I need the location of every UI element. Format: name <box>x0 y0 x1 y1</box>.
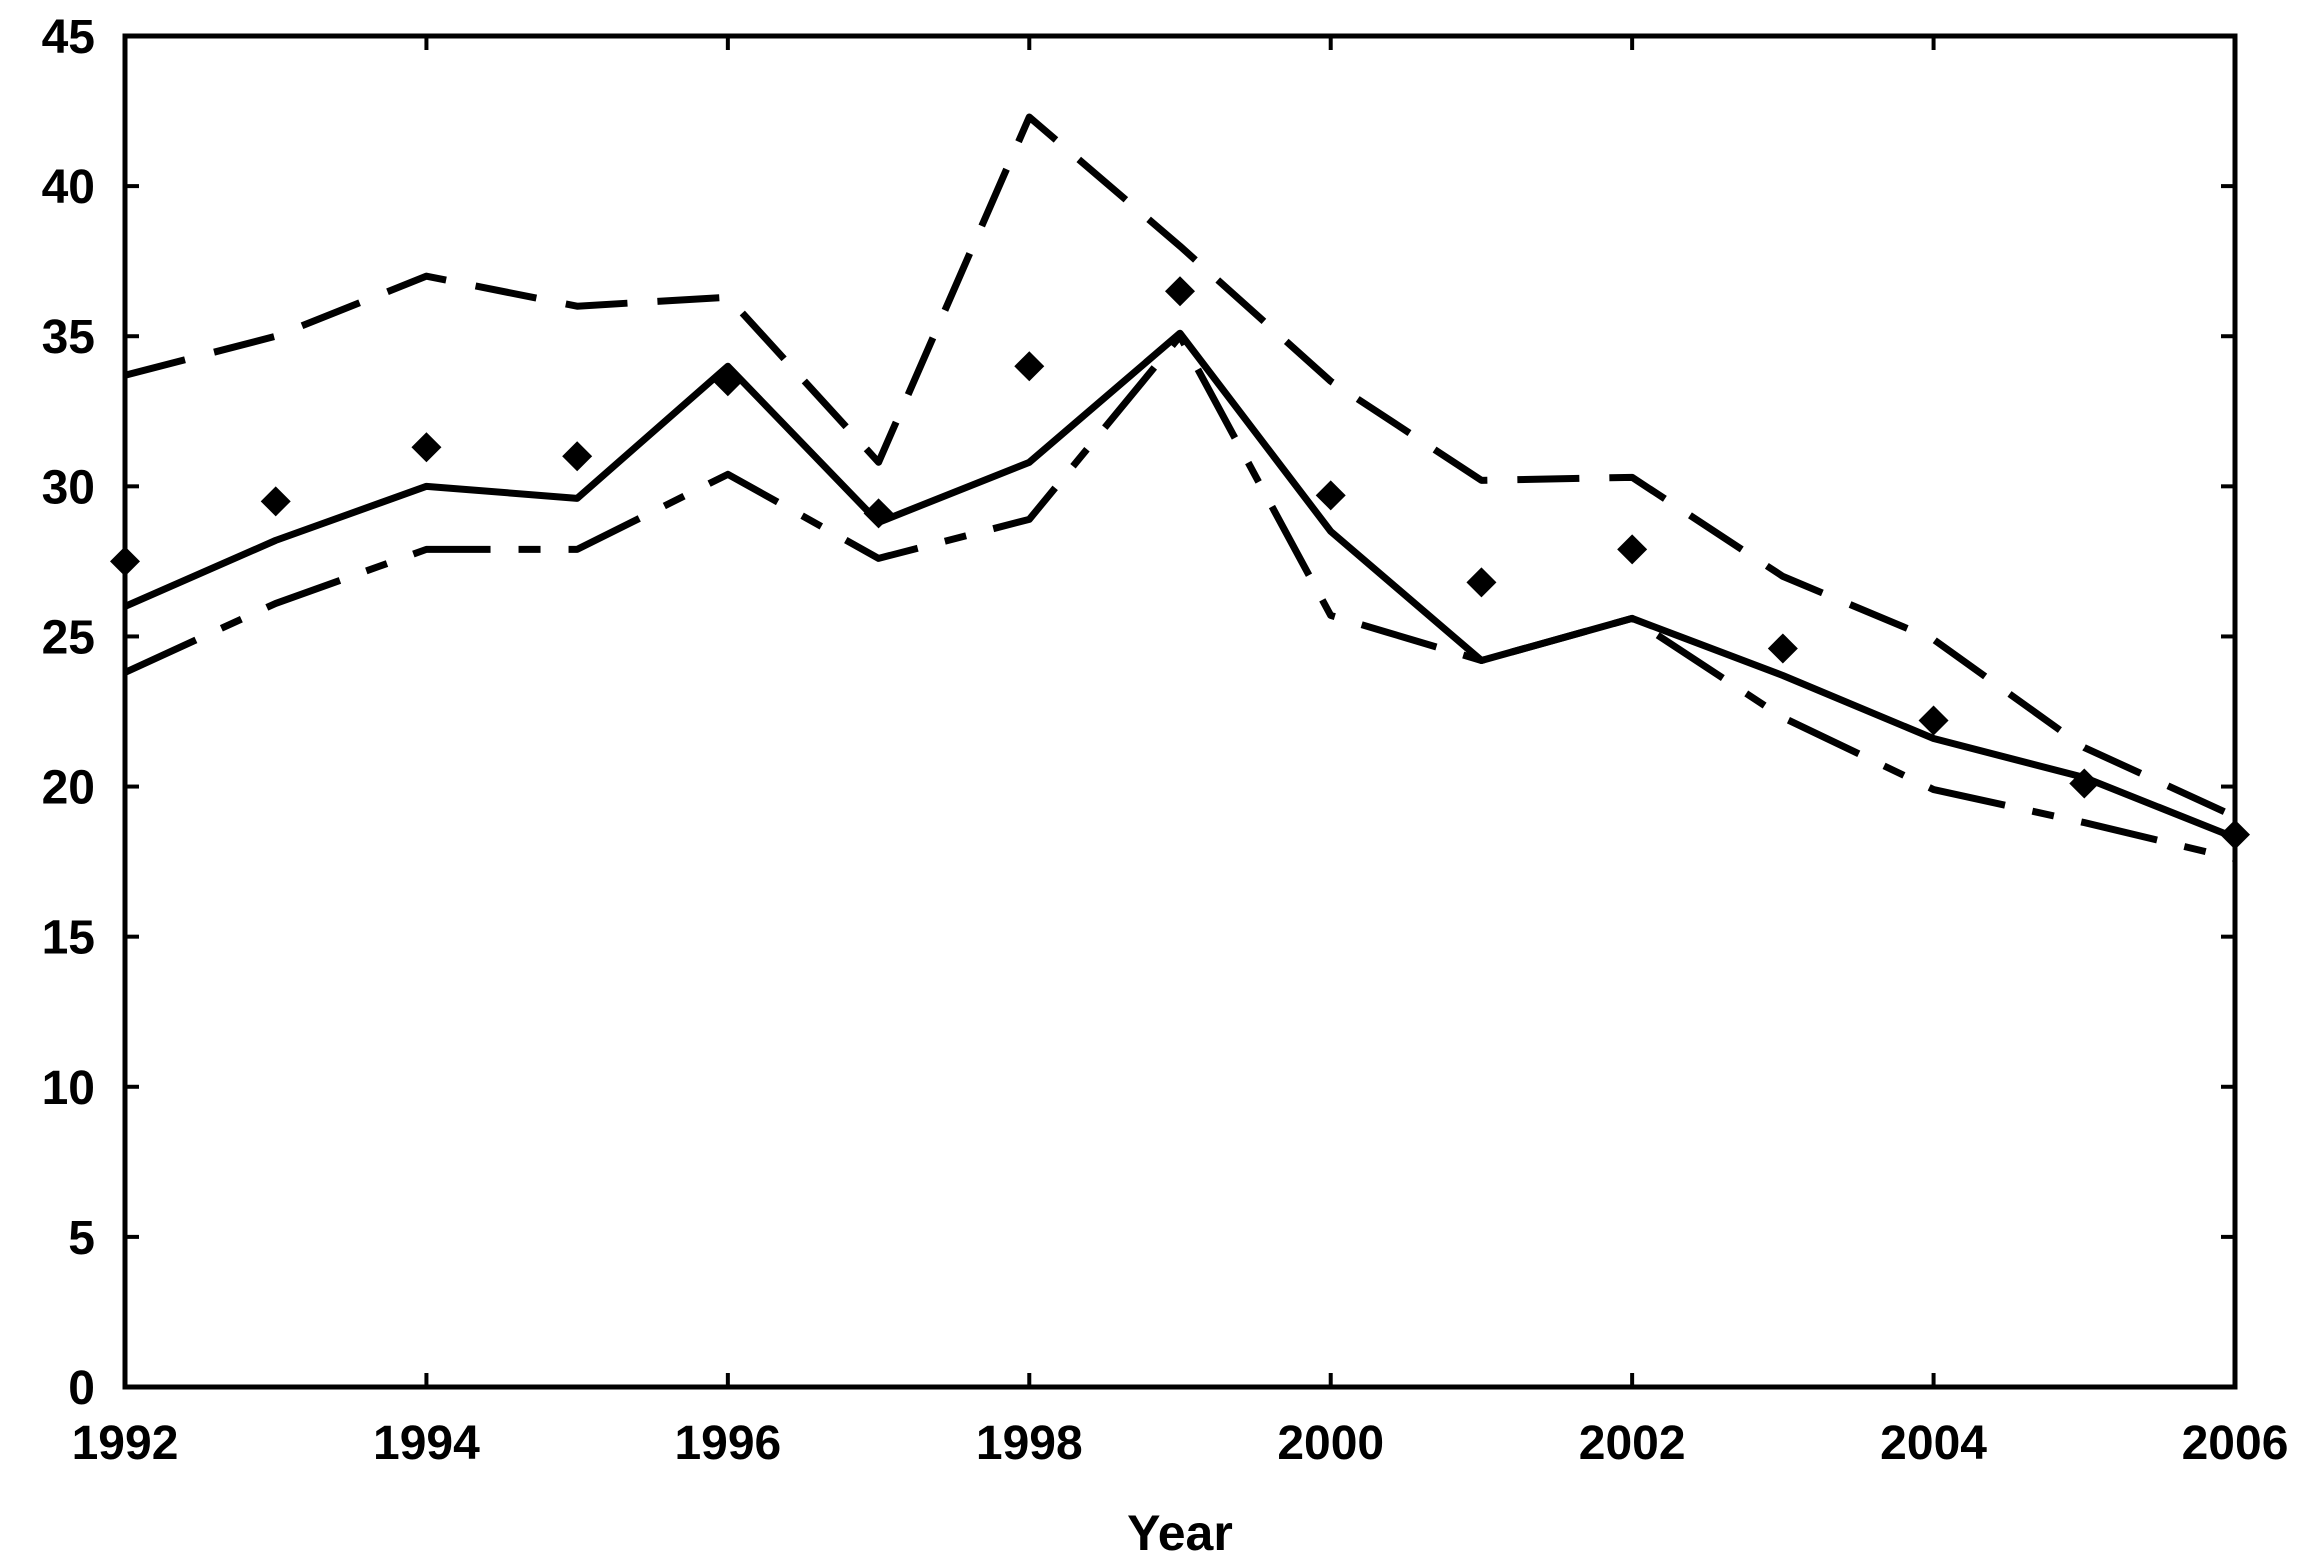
diamond-marker <box>260 486 291 517</box>
series-line-solid <box>123 329 2237 841</box>
series-layer <box>110 113 2250 863</box>
diamond-marker <box>1918 705 1949 736</box>
x-axis-title: Year <box>1127 1505 1233 1561</box>
x-tick-label: 1994 <box>373 1417 480 1470</box>
diamond-marker <box>863 498 894 529</box>
x-tick-label: 2004 <box>1880 1417 1987 1470</box>
diamond-marker <box>1617 534 1648 565</box>
y-tick-label: 45 <box>42 11 95 64</box>
diamond-marker <box>1466 567 1497 598</box>
x-tick-label: 1998 <box>976 1417 1083 1470</box>
x-tick-label: 2006 <box>2182 1417 2289 1470</box>
y-tick-label: 5 <box>68 1212 95 1265</box>
y-tick-label: 10 <box>42 1062 95 1115</box>
y-tick-label: 0 <box>68 1362 95 1415</box>
y-tick-label: 35 <box>42 311 95 364</box>
diamond-marker <box>1315 480 1346 511</box>
y-tick-label: 30 <box>42 461 95 514</box>
x-tick-label: 2002 <box>1579 1417 1686 1470</box>
x-tick-label: 2000 <box>1277 1417 1384 1470</box>
diamond-marker <box>712 366 743 397</box>
y-tick-label: 40 <box>42 161 95 214</box>
diamond-marker <box>411 432 442 463</box>
labels-layer: 0 5 10 15 20 25 30 35 40 45 1992 1994 1996 1998 2000 20… <box>42 11 2289 1470</box>
ticks-layer <box>123 34 2237 1389</box>
y-tick-label: 15 <box>42 912 95 965</box>
diamond-marker <box>1767 633 1798 664</box>
series-line-dash-dot <box>123 332 2236 863</box>
series-line-long-dash <box>124 113 2237 820</box>
x-tick-label: 1996 <box>674 1417 781 1470</box>
x-tick-label: 1992 <box>72 1417 179 1470</box>
series-markers <box>110 276 2250 850</box>
y-tick-label: 20 <box>42 762 95 815</box>
diamond-marker <box>562 441 593 472</box>
plot-frame <box>122 33 2238 1390</box>
diamond-marker <box>1165 276 1195 307</box>
y-tick-label: 25 <box>42 611 95 664</box>
diamond-marker <box>2069 768 2100 799</box>
diamond-marker <box>1014 351 1045 382</box>
